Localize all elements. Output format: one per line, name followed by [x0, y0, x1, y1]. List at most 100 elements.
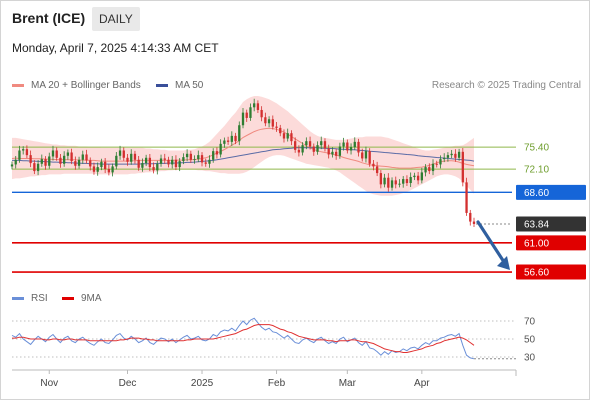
candle-body: [316, 145, 319, 152]
candle-body: [249, 107, 252, 118]
candle-body: [89, 160, 92, 167]
candle-body: [346, 142, 349, 151]
legend-ma20: MA 20 + Bollinger Bands: [12, 80, 141, 91]
candle-body: [36, 163, 40, 172]
ma50-swatch: [156, 83, 168, 87]
candle-body: [148, 157, 152, 168]
candle-body: [130, 153, 133, 162]
candle-body: [461, 151, 464, 183]
candle-body: [294, 141, 297, 150]
candle-body: [282, 133, 286, 139]
target-arrow-head: [497, 256, 510, 270]
candle-body: [152, 167, 155, 171]
last-price-label: 63.84: [524, 219, 549, 230]
candle-body: [215, 151, 219, 155]
candle-body: [308, 141, 312, 147]
candle-body: [22, 149, 25, 151]
candle-body: [189, 153, 192, 160]
candle-body: [286, 133, 289, 139]
level-label-target: 56.60: [524, 268, 549, 279]
candle-body: [219, 143, 222, 155]
candle-body: [305, 141, 308, 146]
candle-body: [111, 166, 114, 173]
research-source: Research © 2025 Trading Central: [431, 80, 581, 91]
candle-body: [212, 151, 215, 160]
candle-body: [96, 167, 99, 172]
candle-body: [234, 135, 237, 142]
candle-body: [14, 159, 17, 165]
candle-body: [383, 177, 386, 185]
rsi-legend-label: RSI: [31, 293, 48, 304]
candle-body: [208, 159, 211, 164]
candle-body: [312, 146, 315, 152]
level-label-pivot: 68.60: [524, 188, 549, 199]
ma50-line: [12, 147, 475, 165]
candle-body: [141, 163, 144, 168]
candle-body: [48, 156, 51, 166]
candle-body: [74, 161, 77, 166]
legend-ma50: MA 50: [156, 80, 203, 91]
candle-body: [368, 151, 371, 164]
candle-body: [85, 154, 88, 161]
candle-body: [428, 167, 431, 172]
candle-body: [443, 157, 446, 160]
candle-body: [431, 163, 435, 172]
candle-body: [193, 159, 196, 161]
candle-body: [204, 162, 207, 164]
bollinger-band: [12, 96, 474, 196]
candle-body: [25, 149, 29, 156]
candle-body: [115, 155, 118, 167]
candle-body: [245, 112, 248, 118]
candle-body: [55, 150, 58, 158]
candle-body: [394, 180, 397, 185]
ma20-legend-label: MA 20 + Bollinger Bands: [31, 80, 141, 91]
candle-body: [439, 159, 442, 165]
candle-body: [405, 179, 409, 184]
instrument-title: Brent (ICE): [12, 10, 86, 26]
candle-body: [241, 112, 245, 126]
candle-body: [379, 173, 383, 185]
candle-body: [66, 152, 70, 156]
candle-body: [364, 151, 368, 159]
x-tick-label: Apr: [414, 378, 430, 389]
candle-body: [398, 183, 401, 185]
candle-body: [465, 182, 468, 213]
candle-body: [357, 141, 360, 153]
candle-body: [435, 163, 438, 165]
candle-body: [63, 155, 66, 164]
level-tag-pivot: [516, 184, 586, 200]
candle-body: [323, 141, 327, 149]
candle-body: [223, 140, 226, 144]
candle-body: [156, 163, 159, 171]
candle-body: [424, 167, 427, 173]
x-tick-label: Mar: [339, 378, 357, 389]
rsi-tick-label: 50: [524, 335, 536, 346]
candle-body: [70, 152, 73, 162]
candle-body: [253, 103, 256, 108]
timeframe-button[interactable]: DAILY: [92, 7, 140, 31]
candle-body: [327, 148, 330, 155]
candle-body: [118, 150, 122, 156]
candle-body: [457, 151, 461, 158]
candle-body: [100, 161, 103, 168]
candle-body: [334, 151, 338, 156]
last-price-tag: [516, 216, 586, 232]
candle-body: [290, 133, 293, 142]
candle-body: [297, 149, 301, 153]
candle-body: [342, 142, 345, 147]
candle-body: [416, 175, 420, 181]
candle-body: [375, 166, 379, 174]
rsi-ma-line: [12, 324, 475, 353]
level-label-resistance: 75.40: [524, 143, 549, 154]
candle-body: [144, 157, 148, 164]
candle-body: [59, 157, 62, 164]
candle-body: [420, 172, 423, 181]
ma20-swatch: [12, 83, 24, 87]
candle-body: [197, 155, 200, 160]
legend-rsi: RSI: [12, 293, 48, 304]
x-tick-label: Nov: [40, 378, 58, 389]
candle-body: [226, 140, 230, 142]
candle-body: [256, 103, 260, 110]
candle-body: [33, 163, 36, 172]
